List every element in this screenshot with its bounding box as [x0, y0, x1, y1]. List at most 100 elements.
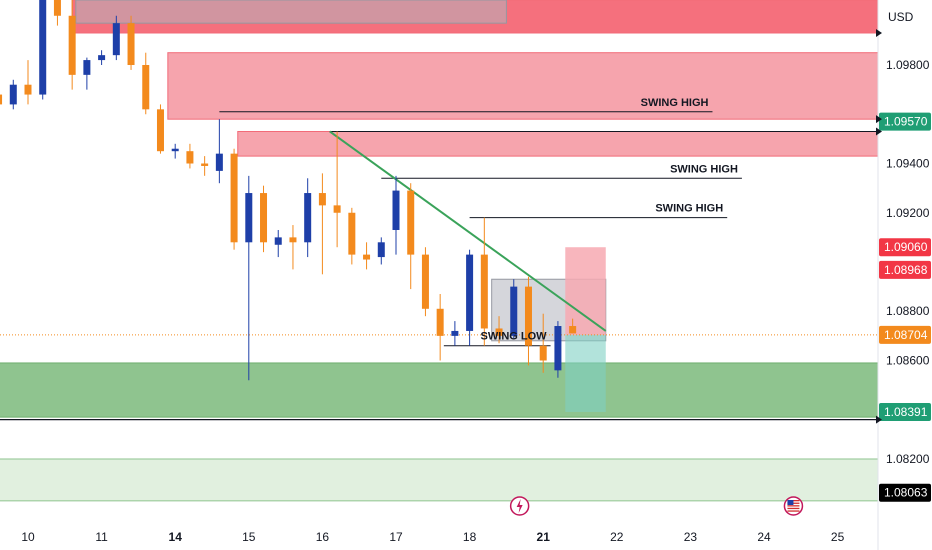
candle-body: [377, 242, 385, 258]
take-profit-zone[interactable]: [565, 334, 606, 412]
candle[interactable]: [245, 175, 253, 381]
candle[interactable]: [83, 57, 91, 90]
demand-zone[interactable]: [0, 362, 932, 418]
x-tick-label: 17: [389, 530, 403, 544]
candle-body: [569, 326, 577, 334]
candle-body: [554, 326, 562, 371]
candle[interactable]: [436, 294, 444, 361]
candle[interactable]: [392, 175, 400, 255]
candle[interactable]: [466, 249, 474, 346]
candle[interactable]: [68, 0, 76, 90]
candle[interactable]: [186, 143, 194, 169]
annotation-label: SWING HIGH: [655, 203, 723, 215]
candle[interactable]: [554, 321, 562, 378]
candle-body: [0, 94, 3, 105]
candle-body: [363, 254, 371, 260]
candle[interactable]: [421, 247, 429, 317]
supply-zone[interactable]: [167, 52, 932, 120]
price-tag-label: 1.09570: [884, 115, 928, 129]
price-tag[interactable]: [879, 402, 931, 421]
candle-body: [318, 193, 326, 206]
candle[interactable]: [142, 52, 150, 115]
x-tick-label: 23: [684, 530, 698, 544]
candle[interactable]: [127, 15, 135, 70]
candle[interactable]: [260, 185, 268, 253]
candle[interactable]: [451, 321, 459, 346]
candle-body: [53, 0, 61, 16]
supply-zone[interactable]: [237, 130, 932, 157]
candle[interactable]: [348, 207, 356, 265]
lightning-icon-bolt: [516, 499, 523, 513]
candle-body: [524, 286, 532, 346]
candle[interactable]: [495, 316, 503, 344]
price-tag[interactable]: [879, 112, 931, 131]
candle[interactable]: [171, 143, 179, 159]
candle[interactable]: [377, 237, 385, 265]
time-axis[interactable]: [0, 524, 878, 550]
price-tag[interactable]: [879, 483, 931, 502]
candle[interactable]: [0, 82, 3, 114]
price-tag[interactable]: [879, 260, 931, 279]
candle[interactable]: [215, 119, 223, 184]
candle[interactable]: [274, 229, 282, 258]
candle-body: [392, 190, 400, 230]
price-tag[interactable]: [879, 325, 931, 344]
candle-body: [407, 190, 415, 255]
candle[interactable]: [304, 178, 312, 258]
level-arrow-icon: [876, 127, 882, 136]
price-tag[interactable]: [879, 238, 931, 257]
currency-label: USD: [888, 10, 914, 24]
stop-loss-zone[interactable]: [565, 247, 606, 335]
flag-stripe: [787, 510, 800, 512]
candle-body: [421, 254, 429, 309]
candle[interactable]: [363, 242, 371, 270]
candle-body: [510, 286, 518, 336]
candle[interactable]: [39, 0, 47, 100]
candle-body: [451, 330, 459, 336]
candle-body: [304, 193, 312, 243]
candle[interactable]: [569, 318, 577, 334]
flag-stripe: [787, 507, 800, 510]
x-tick-label: 14: [169, 530, 183, 544]
candle[interactable]: [333, 131, 341, 248]
us-flag-icon[interactable]: [783, 496, 804, 516]
candle[interactable]: [98, 50, 106, 66]
candle[interactable]: [480, 217, 488, 346]
candle-body: [495, 328, 503, 336]
candle[interactable]: [539, 313, 547, 373]
x-tick-label: 24: [757, 530, 771, 544]
candle-body: [274, 237, 282, 245]
candle[interactable]: [201, 156, 209, 176]
grey-box[interactable]: [75, 0, 507, 24]
candle-body: [156, 109, 164, 152]
candle[interactable]: [112, 15, 120, 61]
x-tick-label: 18: [463, 530, 477, 544]
candle[interactable]: [156, 104, 164, 154]
trend-line[interactable]: [329, 130, 607, 332]
candle[interactable]: [9, 79, 17, 110]
candle-body: [24, 84, 32, 95]
candle[interactable]: [53, 0, 61, 26]
candle[interactable]: [510, 279, 518, 339]
lightning-icon[interactable]: [509, 496, 530, 516]
candle-body: [215, 153, 223, 171]
candle[interactable]: [230, 148, 238, 250]
y-tick-label: 1.09200: [886, 206, 930, 220]
candle-body: [127, 23, 135, 66]
level-arrow-icon: [876, 415, 882, 424]
x-tick-label: 25: [831, 530, 845, 544]
candle-body: [186, 151, 194, 164]
demand_light-zone[interactable]: [0, 458, 932, 502]
candle[interactable]: [289, 225, 297, 270]
annotation-label: SWING LOW: [481, 331, 548, 343]
candle[interactable]: [24, 60, 32, 105]
candle[interactable]: [318, 173, 326, 275]
candle[interactable]: [407, 183, 415, 290]
x-tick-label: 15: [242, 530, 256, 544]
x-tick-label: 11: [95, 530, 108, 544]
candle-body: [539, 345, 547, 361]
price-tag-label: 1.08968: [884, 263, 928, 277]
candle[interactable]: [524, 276, 532, 366]
